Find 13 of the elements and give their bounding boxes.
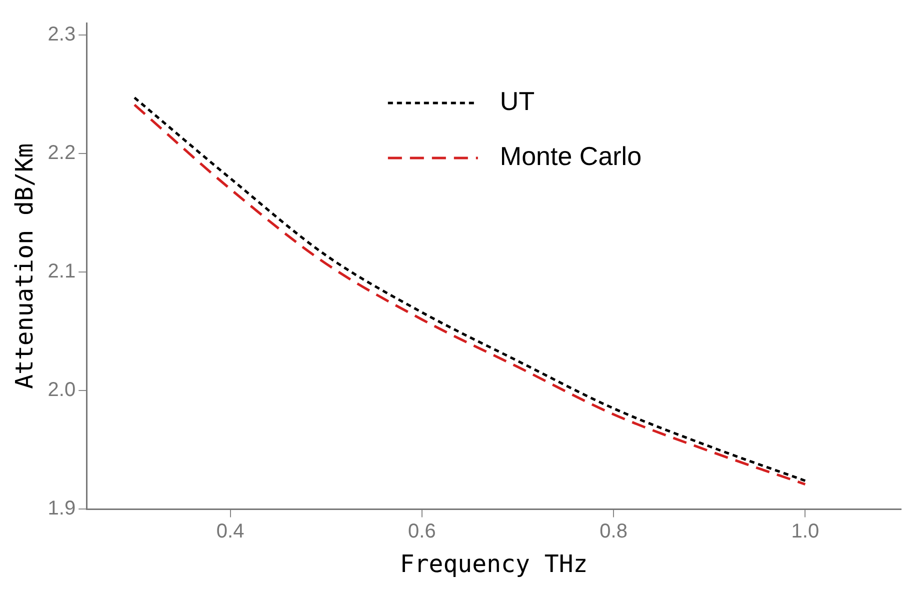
x-tick-label: 1.0 [791, 520, 820, 543]
legend-label: UT [500, 86, 535, 116]
y-tick-label: 1.9 [48, 498, 76, 520]
y-tick-label: 2.1 [48, 260, 76, 283]
x-tick-label: 0.8 [600, 520, 628, 543]
y-tick-label: 2.3 [48, 23, 76, 46]
y-tick-label: 2.0 [48, 379, 76, 402]
x-tick-label: 0.4 [216, 520, 244, 543]
y-axis-title: Attenuation dB/Km [10, 143, 39, 389]
legend-label: Monte Carlo [500, 141, 642, 172]
x-axis-title: Frequency THz [400, 550, 588, 578]
y-tick-label: 2.2 [48, 142, 76, 164]
x-tick-label: 0.6 [408, 520, 436, 543]
